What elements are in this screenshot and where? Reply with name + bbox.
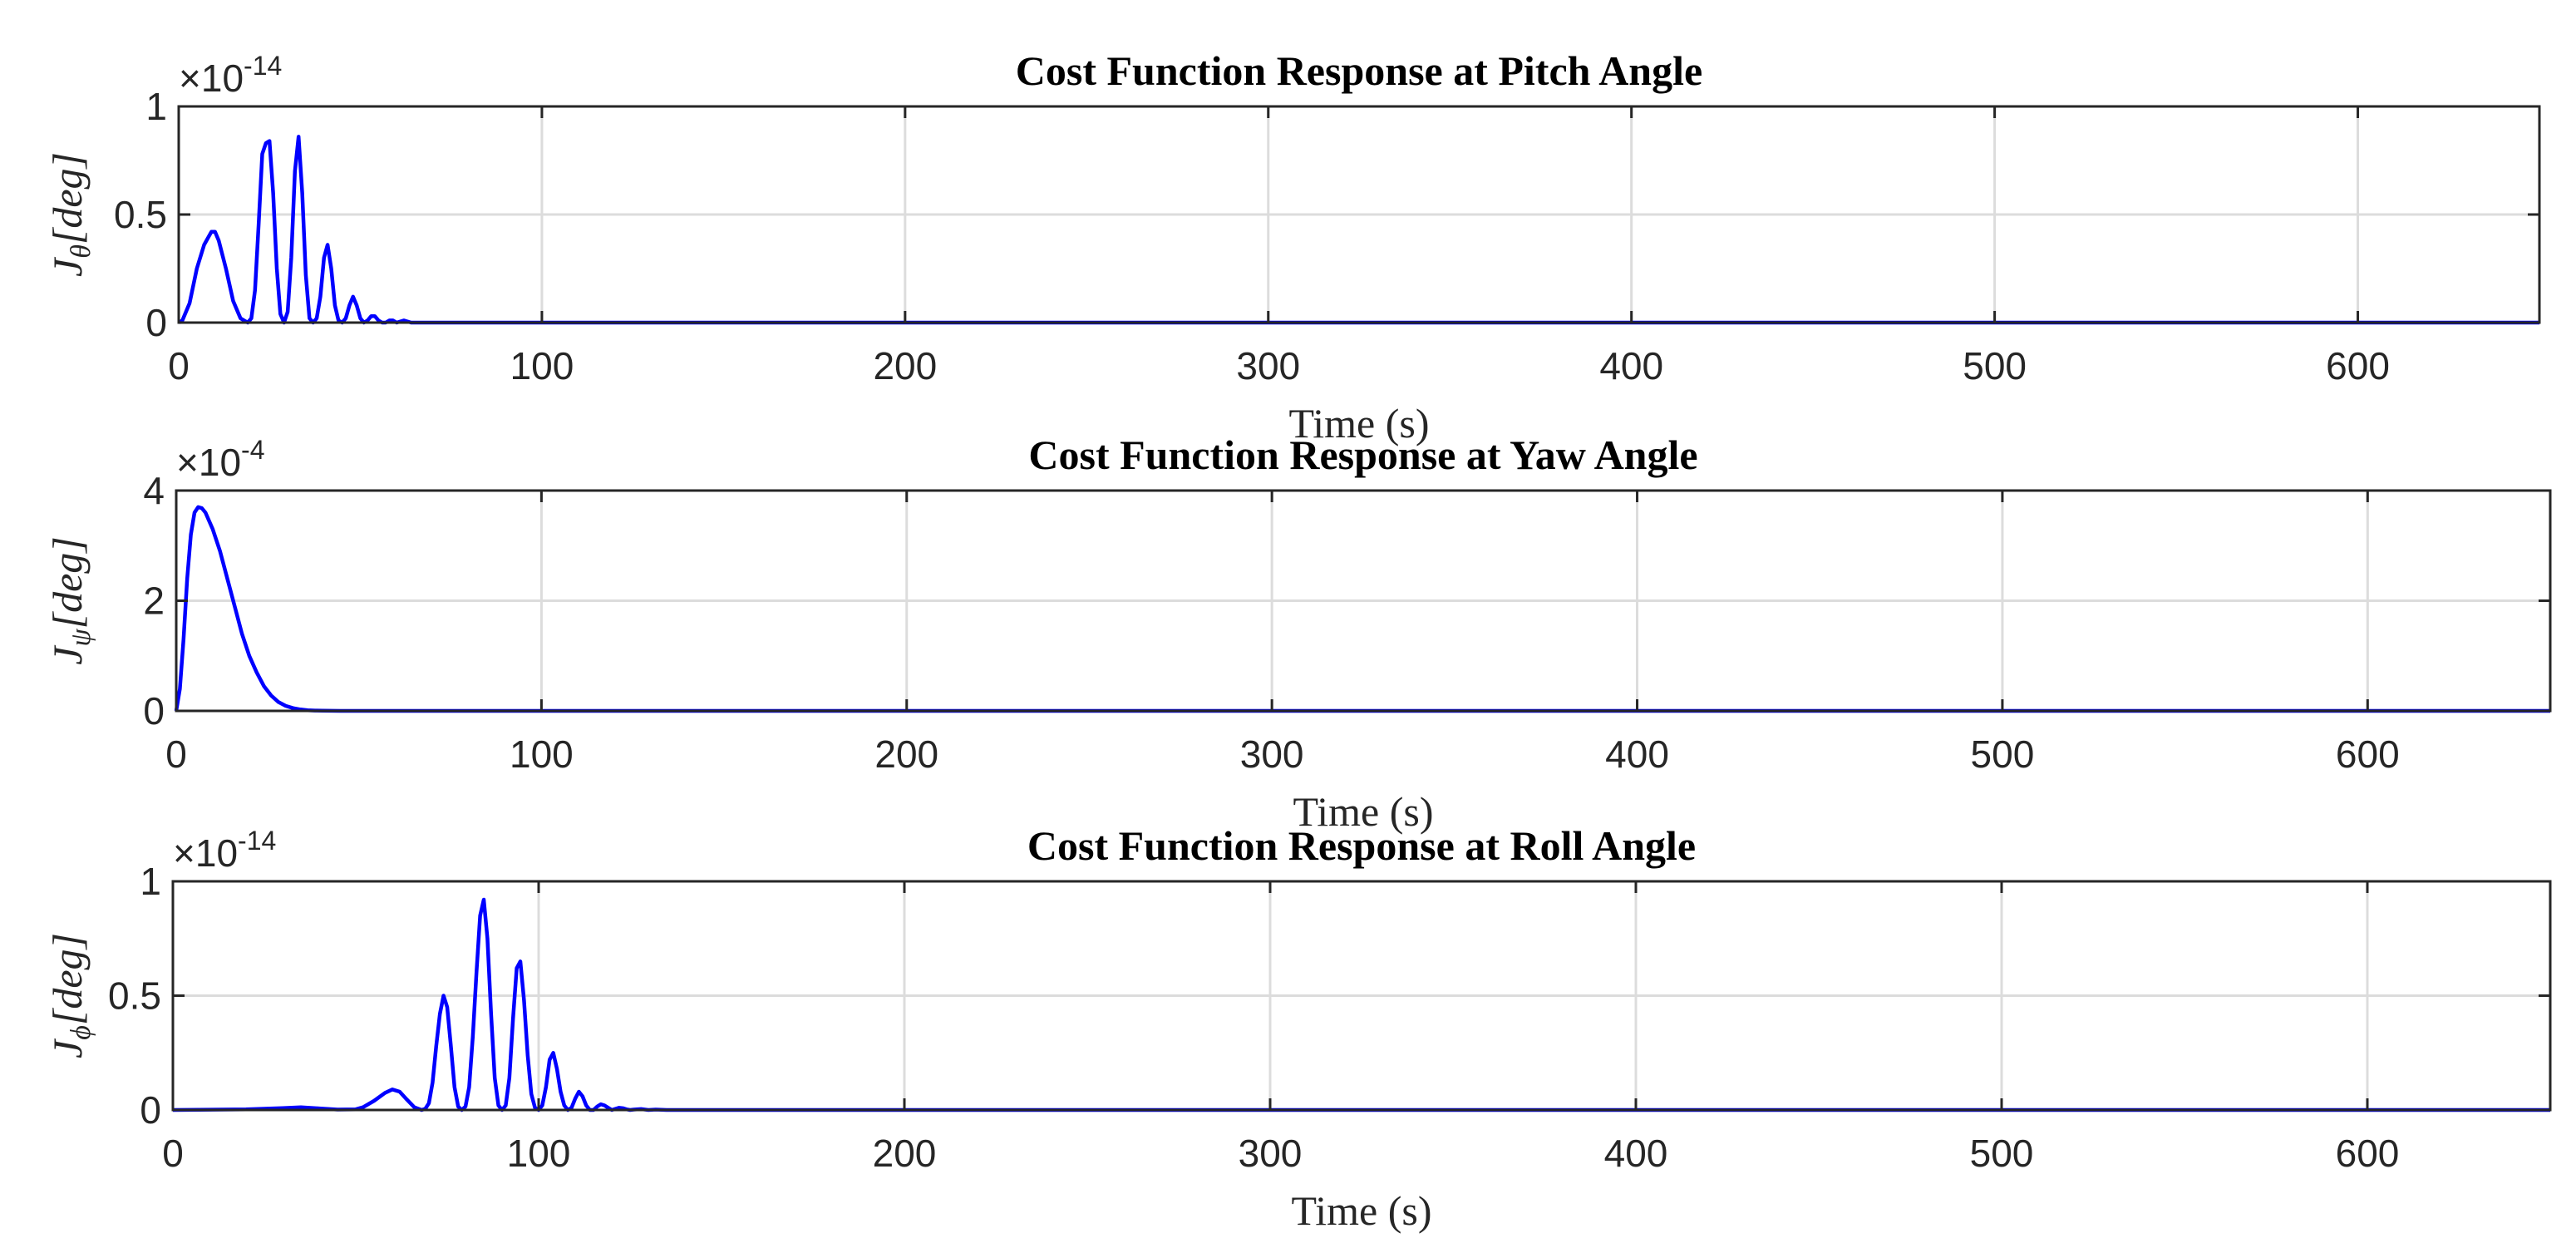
chart-2-xtick-label-1: 100 xyxy=(507,1132,571,1175)
chart-2-ytick-label-1: 0.5 xyxy=(108,974,161,1018)
chart-2-y-exponent-base: ×10 xyxy=(173,831,238,875)
chart-0-ylabel-unit: [deg] xyxy=(44,152,91,244)
chart-2-xlabel: Time (s) xyxy=(1291,1187,1431,1234)
chart-0-title: Cost Function Response at Pitch Angle xyxy=(1016,47,1702,94)
chart-1-xtick-label-5: 500 xyxy=(1971,733,2035,776)
chart-2-ylabel-subscript: ϕ xyxy=(66,1025,96,1040)
chart-2-ytick-label-2: 1 xyxy=(140,860,161,903)
chart-1-y-exponent-power: -4 xyxy=(241,435,264,465)
chart-2-xtick-label-6: 600 xyxy=(2336,1132,2400,1175)
chart-0-xtick-label-0: 0 xyxy=(168,344,190,387)
chart-0-ylabel: Jθ[deg] xyxy=(44,152,96,277)
chart-0-ylabel-base: J xyxy=(44,256,91,277)
chart-2-series-line xyxy=(172,897,2550,1112)
chart-1-xtick-label-0: 0 xyxy=(165,733,187,776)
chart-0-ylabel-subscript: θ xyxy=(66,244,96,259)
chart-1-xtick-label-4: 400 xyxy=(1605,733,1669,776)
chart-0-series-line xyxy=(177,135,2539,325)
chart-1-ytick-label-0: 0 xyxy=(143,689,165,733)
chart-0-y-exponent-power: -14 xyxy=(244,51,282,81)
chart-2-xtick-label-2: 200 xyxy=(873,1132,937,1175)
chart-1-ytick-label-2: 4 xyxy=(143,469,165,512)
chart-2-xtick-label-4: 400 xyxy=(1604,1132,1668,1175)
chart-2-ytick-label-0: 0 xyxy=(140,1088,161,1132)
chart-1-y-exponent-base: ×10 xyxy=(176,441,241,484)
chart-0-y-exponent: ×10-14 xyxy=(179,51,282,100)
chart-0-xtick-label-2: 200 xyxy=(873,344,937,387)
chart-1-xtick-label-1: 100 xyxy=(510,733,574,776)
chart-2-y-exponent-power: -14 xyxy=(238,826,276,856)
chart-1-y-exponent: ×10-4 xyxy=(176,435,264,484)
chart-1-ytick-label-1: 2 xyxy=(143,580,165,623)
chart-0-ytick-label-0: 0 xyxy=(145,301,167,344)
chart-0-xtick-label-5: 500 xyxy=(1963,344,2027,387)
chart-2-xtick-label-0: 0 xyxy=(162,1132,184,1175)
chart-2-ylabel: Jϕ[deg] xyxy=(44,933,96,1058)
chart-0-xtick-label-3: 300 xyxy=(1236,344,1300,387)
chart-1-xtick-label-2: 200 xyxy=(874,733,938,776)
chart-1-xtick-label-3: 300 xyxy=(1240,733,1304,776)
chart-1-title: Cost Function Response at Yaw Angle xyxy=(1028,432,1697,478)
chart-1-xlabel: Time (s) xyxy=(1293,788,1433,835)
chart-0-xlabel: Time (s) xyxy=(1288,400,1429,446)
chart-2-xtick-label-5: 500 xyxy=(1970,1132,2034,1175)
chart-1-xtick-label-6: 600 xyxy=(2336,733,2400,776)
chart-1-series-line xyxy=(174,505,2550,713)
chart-2-xtick-label-3: 300 xyxy=(1239,1132,1303,1175)
chart-0-xtick-label-4: 400 xyxy=(1599,344,1663,387)
chart-2-ylabel-unit: [deg] xyxy=(44,933,91,1025)
chart-1-ylabel-base: J xyxy=(44,644,91,665)
chart-0-xtick-label-6: 600 xyxy=(2326,344,2390,387)
chart-1-ylabel-unit: [deg] xyxy=(44,536,91,629)
chart-0-ytick-label-1: 0.5 xyxy=(114,193,167,236)
chart-1-ylabel: Jψ[deg] xyxy=(44,536,96,664)
chart-2-ylabel-base: J xyxy=(44,1038,91,1058)
chart-1-ylabel-subscript: ψ xyxy=(66,629,96,647)
chart-0-y-exponent-base: ×10 xyxy=(179,57,244,100)
chart-2-title: Cost Function Response at Roll Angle xyxy=(1027,822,1696,869)
chart-0-xtick-label-1: 100 xyxy=(510,344,574,387)
chart-0-ytick-label-2: 1 xyxy=(145,85,167,128)
chart-2-y-exponent: ×10-14 xyxy=(173,826,276,875)
